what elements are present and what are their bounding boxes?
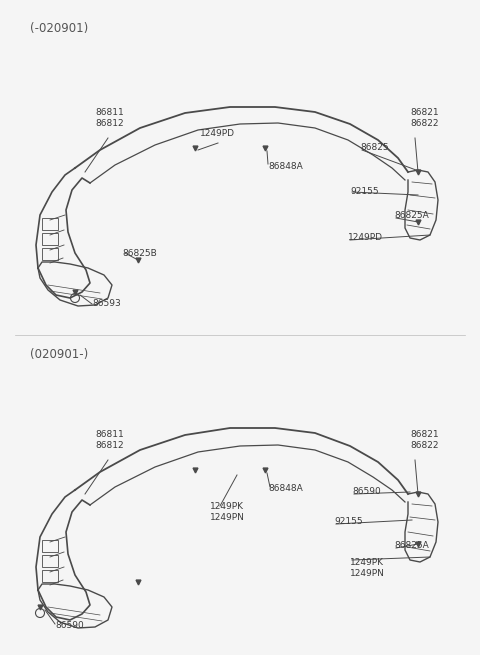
Text: 86821
86822: 86821 86822 [410,108,439,128]
Bar [42,233,58,245]
Text: 86825A: 86825A [394,542,429,550]
Text: 86821
86822: 86821 86822 [410,430,439,450]
Text: 86590: 86590 [55,622,84,631]
Bar [42,540,58,552]
Bar [42,218,58,230]
Text: 92155: 92155 [334,517,362,527]
Text: 1249PK
1249PN: 1249PK 1249PN [210,502,245,522]
Text: 1249PD: 1249PD [348,233,383,242]
Text: 1249PK
1249PN: 1249PK 1249PN [350,558,385,578]
Text: 1249PD: 1249PD [200,129,235,138]
Bar [42,555,58,567]
Text: 86811
86812: 86811 86812 [95,430,124,450]
Text: (-020901): (-020901) [30,22,88,35]
Text: 86811
86812: 86811 86812 [95,108,124,128]
Text: 86590: 86590 [352,487,381,496]
Text: (020901-): (020901-) [30,348,88,361]
Text: 86825A: 86825A [394,212,429,221]
Text: 86825: 86825 [360,143,389,153]
Text: 86848A: 86848A [268,484,303,493]
Text: 86848A: 86848A [268,162,303,171]
Text: 92155: 92155 [350,187,379,196]
Bar [42,570,58,582]
Text: 86593: 86593 [92,299,121,309]
Text: 86825B: 86825B [122,248,157,257]
Bar [42,248,58,260]
